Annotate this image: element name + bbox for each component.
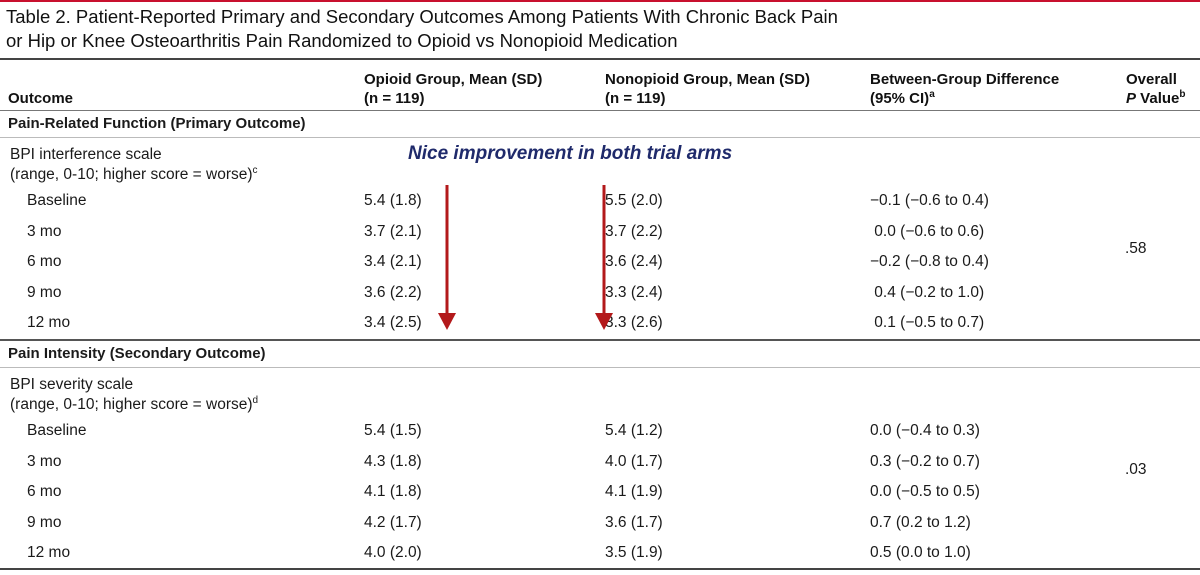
row-label: 12 mo: [27, 314, 71, 331]
p-value-primary: .58: [1125, 240, 1147, 257]
difference-value: −0.2 (−0.8 to 0.4): [870, 253, 989, 270]
nonopioid-arrow-down-icon: [595, 185, 613, 330]
difference-value: 0.7 (0.2 to 1.2): [870, 513, 971, 531]
table-title-line-2: or Hip or Knee Osteoarthritis Pain Rando…: [6, 30, 678, 51]
opioid-value: 3.4 (2.1): [364, 253, 422, 270]
nonopioid-value: 3.7 (2.2): [605, 222, 663, 240]
difference-value: 0.1 (−0.5 to 0.7): [870, 314, 985, 331]
nonopioid-value: 3.3 (2.4): [605, 283, 663, 301]
row-label: Baseline: [27, 192, 87, 209]
header-bottom-rule: [0, 110, 1200, 111]
nonopioid-value: 3.6 (1.7): [605, 513, 663, 531]
table-title: Table 2. Patient-Reported Primary and Se…: [6, 5, 1156, 53]
difference-value: 0.3 (−0.2 to 0.7): [870, 452, 980, 470]
section-2-rule: [0, 367, 1200, 368]
header-outcome: Outcome: [8, 90, 74, 107]
nonopioid-value: 4.1 (1.9): [605, 483, 663, 500]
scale-label-severity: BPI severity scale (range, 0-10; higher …: [10, 376, 259, 413]
opioid-value: 3.6 (2.2): [364, 283, 422, 301]
row-label: 9 mo: [27, 283, 62, 301]
row-label: 3 mo: [27, 452, 62, 470]
row-label: 6 mo: [27, 483, 62, 500]
difference-value: −0.1 (−0.6 to 0.4): [870, 192, 989, 209]
nonopioid-value: 4.0 (1.7): [605, 452, 663, 470]
nonopioid-value: 3.6 (2.4): [605, 253, 663, 270]
nonopioid-value: 5.4 (1.2): [605, 422, 663, 439]
opioid-value: 5.4 (1.8): [364, 192, 422, 209]
header-opioid: Opioid Group, Mean (SD) (n = 119): [364, 71, 543, 107]
nonopioid-value: 3.3 (2.6): [605, 314, 663, 331]
nonopioid-value: 3.5 (1.9): [605, 544, 663, 561]
row-label: Baseline: [27, 422, 87, 439]
section-1-rule: [0, 137, 1200, 138]
row-label: 9 mo: [27, 513, 62, 531]
difference-value: 0.0 (−0.5 to 0.5): [870, 483, 980, 500]
p-value-secondary: .03: [1125, 461, 1147, 478]
opioid-value: 3.4 (2.5): [364, 314, 422, 331]
row-label: 3 mo: [27, 222, 62, 240]
opioid-value: 4.1 (1.8): [364, 483, 422, 500]
nonopioid-value: 5.5 (2.0): [605, 192, 663, 209]
row-label: 6 mo: [27, 253, 62, 270]
row-label: 12 mo: [27, 544, 71, 561]
header-top-rule: [0, 58, 1200, 60]
top-accent-rule: [0, 0, 1200, 2]
scale-label-interference: BPI interference scale (range, 0-10; hig…: [10, 146, 258, 183]
difference-value: 0.4 (−0.2 to 1.0): [870, 283, 985, 301]
annotation-callout: Nice improvement in both trial arms: [408, 143, 733, 164]
difference-value: 0.0 (−0.4 to 0.3): [870, 422, 980, 439]
section-divider-rule: [0, 339, 1200, 341]
opioid-value: 4.3 (1.8): [364, 452, 422, 470]
section-heading-primary: Pain-Related Function (Primary Outcome): [8, 115, 306, 132]
header-p-value: Overall P Valueb: [1126, 71, 1186, 107]
difference-value: 0.5 (0.0 to 1.0): [870, 544, 971, 561]
opioid-value: 4.2 (1.7): [364, 513, 422, 531]
opioid-arrow-down-icon: [438, 185, 456, 330]
opioid-value: 5.4 (1.5): [364, 422, 422, 439]
header-nonopioid: Nonopioid Group, Mean (SD) (n = 119): [605, 71, 810, 107]
section-heading-secondary: Pain Intensity (Secondary Outcome): [8, 345, 266, 362]
opioid-value: 4.0 (2.0): [364, 544, 422, 561]
difference-value: 0.0 (−0.6 to 0.6): [870, 222, 985, 240]
opioid-value: 3.7 (2.1): [364, 222, 422, 240]
table-bottom-rule: [0, 568, 1200, 570]
header-difference: Between-Group Difference (95% CI)a: [870, 71, 1060, 107]
table-title-line-1: Table 2. Patient-Reported Primary and Se…: [6, 6, 838, 27]
